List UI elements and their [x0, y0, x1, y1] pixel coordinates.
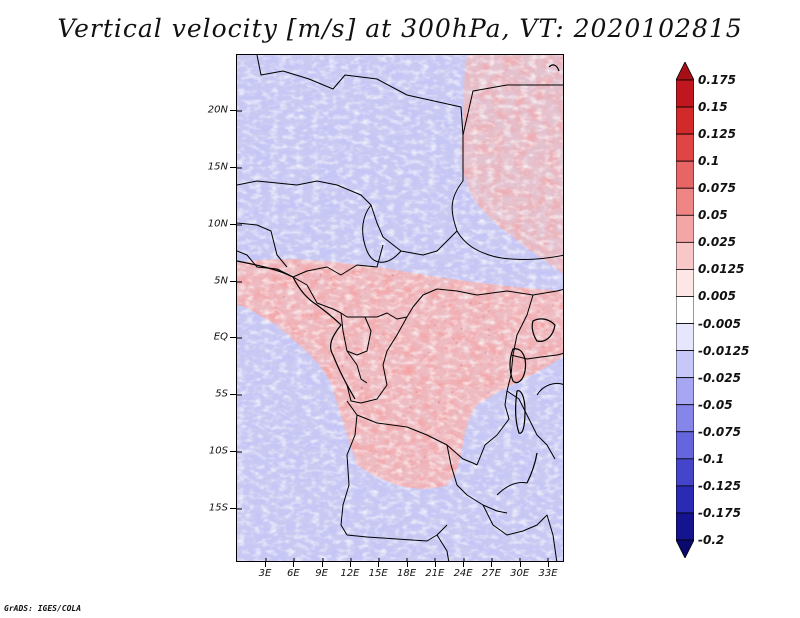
colorbar-label: 0.0125 — [698, 262, 745, 277]
lon-label: 27E — [481, 568, 501, 579]
lat-tick — [230, 394, 236, 395]
colorbar-segment — [676, 106, 694, 135]
lon-tick — [265, 562, 266, 567]
colorbar-segment — [676, 377, 694, 406]
software-credit: GrADS: IGES/COLA — [4, 604, 82, 613]
colorbar-label: -0.075 — [698, 424, 741, 439]
lon-label: 9E — [315, 568, 328, 579]
colorbar-segment — [676, 431, 694, 460]
colorbar-label: -0.125 — [698, 478, 741, 493]
colorbar-segment — [676, 133, 694, 162]
colorbar-label: 0.075 — [698, 181, 736, 196]
lon-tick — [406, 562, 408, 567]
lon-label: 30E — [510, 568, 530, 579]
colorbar-label: -0.0125 — [698, 343, 750, 358]
lat-label: 20N — [207, 104, 228, 116]
colorbar-segment — [676, 323, 694, 351]
lat-label: EQ — [213, 331, 228, 343]
lat-label: 5N — [214, 275, 228, 287]
lon-label: 33E — [538, 568, 558, 579]
colorbar-label: -0.2 — [698, 533, 725, 547]
lon-tick — [434, 562, 436, 567]
lat-grid-ticks — [237, 110, 242, 510]
colorbar-bottom-arrow — [676, 539, 694, 558]
colorbar-label: 0.05 — [698, 208, 728, 223]
colorbar-segment — [676, 404, 694, 433]
lon-tick — [349, 562, 351, 567]
lat-tick — [230, 508, 236, 509]
colorbar-segment — [676, 269, 694, 297]
country-borders — [237, 55, 563, 561]
lat-tick — [230, 451, 236, 452]
lat-tick — [230, 110, 236, 111]
lon-tick — [519, 562, 521, 567]
lon-label: 12E — [340, 568, 360, 579]
lon-label: 6E — [286, 568, 300, 579]
lat-label: 5S — [215, 388, 228, 400]
colorbar-top-arrow — [676, 62, 694, 81]
coastlines-lakes — [237, 64, 560, 484]
colorbar-segment — [676, 458, 694, 487]
colorbar-segment — [676, 512, 694, 541]
colorbar-label: 0.1 — [698, 154, 720, 169]
vertical-velocity-field — [237, 55, 563, 561]
lon-label: 3E — [258, 568, 272, 579]
colorbar-segment — [676, 350, 694, 379]
map-plot-area — [236, 54, 564, 562]
colorbar-segment — [676, 214, 694, 243]
lat-label: 15S — [208, 502, 228, 514]
colorbar-label: 0.025 — [698, 235, 736, 250]
lon-tick — [463, 562, 465, 567]
colorbar-segment — [676, 241, 694, 270]
colorbar — [676, 62, 694, 558]
lon-tick — [548, 562, 549, 567]
lat-label: 15N — [207, 161, 228, 173]
colorbar-label: -0.025 — [698, 370, 741, 385]
map-title: Vertical velocity [m/s] at 300hPa, VT: 2… — [57, 14, 743, 43]
lat-tick — [230, 224, 236, 225]
colorbar-segment — [676, 485, 694, 514]
colorbar-segment — [676, 296, 694, 324]
colorbar-segment — [676, 160, 694, 189]
lon-label: 18E — [396, 568, 417, 579]
lon-tick — [293, 562, 295, 567]
lat-label: 10N — [207, 218, 228, 230]
lon-grid-ticks — [265, 558, 549, 561]
lat-tick — [230, 281, 236, 282]
colorbar-segment — [676, 187, 694, 216]
lon-tick — [378, 562, 380, 567]
lon-tick — [491, 562, 493, 567]
colorbar-label: 0.175 — [698, 73, 736, 87]
colorbar-label: -0.175 — [698, 505, 741, 520]
lat-label: 10S — [208, 445, 228, 457]
colorbar-label: 0.005 — [698, 289, 736, 304]
lon-label: 15E — [368, 568, 388, 579]
lat-tick — [230, 337, 236, 338]
lon-tick — [321, 562, 323, 567]
lon-label: 24E — [453, 568, 473, 579]
lon-label: 21E — [425, 568, 445, 579]
colorbar-segment — [676, 79, 694, 108]
colorbar-label: -0.05 — [698, 397, 733, 412]
colorbar-label: -0.005 — [698, 316, 741, 331]
lat-tick — [230, 167, 236, 168]
colorbar-label: -0.1 — [698, 451, 725, 466]
colorbar-label: 0.15 — [698, 100, 728, 115]
colorbar-label: 0.125 — [698, 127, 736, 142]
